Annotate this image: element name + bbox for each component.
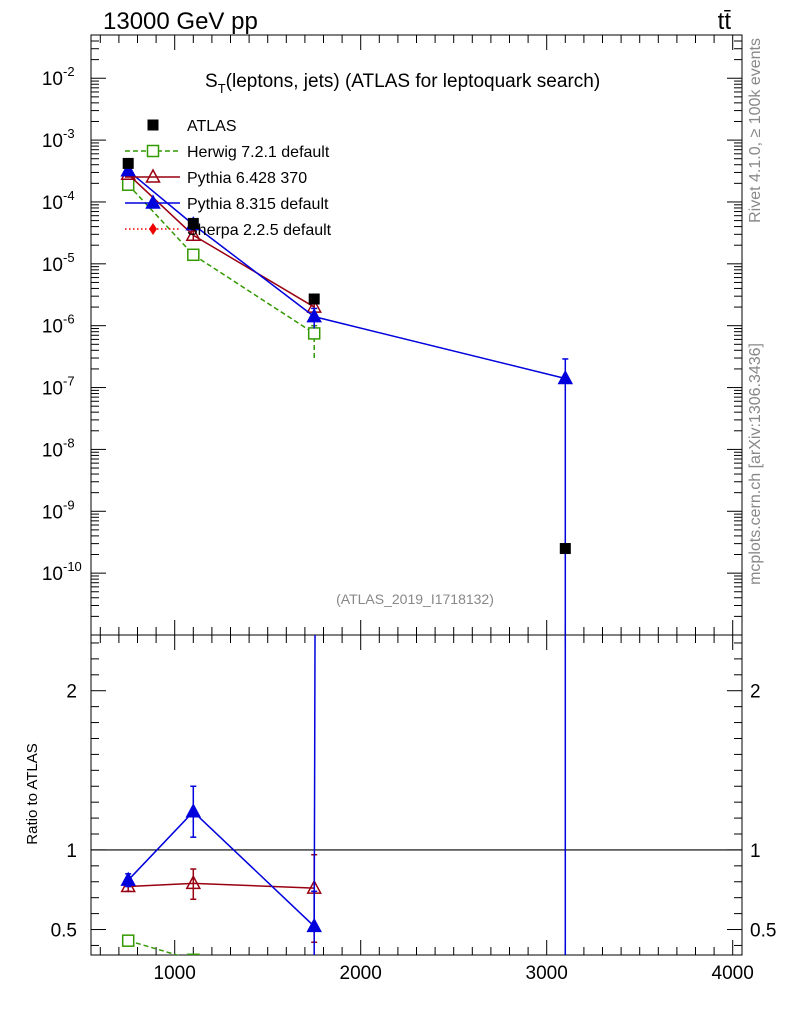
data-point-herwig <box>187 248 200 262</box>
main-y-tick-label: 10 <box>42 193 63 214</box>
ratio-line-pythia8 <box>127 635 316 929</box>
series-line-pythia8 <box>127 170 566 380</box>
analysis-watermark: (ATLAS_2019_I1718132) <box>336 591 494 607</box>
legend-item-herwig: Herwig 7.2.1 default <box>125 144 330 161</box>
rivet-version-label: Rivet 4.1.0, ≥ 100k events <box>747 38 764 223</box>
main-y-tick-label: 10 <box>42 317 63 338</box>
legend-item-sherpa: Sherpa 2.2.5 default <box>125 222 332 239</box>
ratio-point-pythia6 <box>185 874 202 890</box>
legend-label: Herwig 7.2.1 default <box>187 144 330 161</box>
ratio-point-pythia8 <box>306 917 322 933</box>
ratio-point-pythia8 <box>120 871 136 886</box>
ratio-y-tick-label-left: 2 <box>66 682 77 703</box>
ratio-data-layer <box>91 635 742 955</box>
data-point-herwig <box>307 327 321 340</box>
main-x-ticks <box>99 35 734 635</box>
data-point-atlas <box>122 157 134 169</box>
legend-label: ATLAS <box>187 118 237 135</box>
ratio-y-axis-label: Ratio to ATLAS <box>24 743 41 844</box>
data-point-herwig <box>121 178 135 191</box>
main-y-tick-exponent: -8 <box>63 435 75 450</box>
main-y-tick-exponent: -5 <box>63 250 75 265</box>
main-y-tick-label: 10 <box>42 502 63 523</box>
ratio-y-tick-label-right: 0.5 <box>750 921 776 942</box>
legend: ATLAS Herwig 7.2.1 default Pythia 6.428 37… <box>125 118 332 239</box>
plot-title-subscript: T <box>218 81 226 96</box>
ratio-series-herwig <box>121 934 200 955</box>
data-point-pythia8 <box>306 308 322 323</box>
legend-marker <box>146 144 160 158</box>
ratio-panel: 1000 2000 3000 4000 0.5 0.5 1 1 2 2 Ratio to ATLA… <box>24 634 776 984</box>
ratio-x-tick-label: 1000 <box>154 963 196 984</box>
legend-marker <box>147 119 159 131</box>
header-energy-label: 13000 GeV pp <box>103 8 258 35</box>
ratio-line-pythia6 <box>128 882 315 889</box>
series-atlas <box>122 157 571 555</box>
main-panel: 10-210-310-410-510-610-710-810-910-10 ST… <box>42 34 743 636</box>
ratio-y-tick-label-left: 1 <box>66 841 77 862</box>
ratio-y-tick-label-right: 1 <box>750 841 761 862</box>
ratio-y-tick-label-left: 0.5 <box>51 921 77 942</box>
ratio-frame <box>90 634 743 956</box>
main-y-tick-label: 10 <box>42 69 63 90</box>
mcplots-label: mcplots.cern.ch [arXiv:1306.3436] <box>747 343 764 585</box>
main-y-tick-label: 10 <box>42 255 63 276</box>
main-y-tick-exponent: -6 <box>63 312 75 327</box>
data-point-pythia8 <box>557 369 574 385</box>
data-point-atlas <box>187 217 199 229</box>
main-y-tick-label: 10 <box>42 379 63 400</box>
legend-label: Sherpa 2.2.5 default <box>187 222 332 239</box>
main-data-layer <box>120 157 574 635</box>
main-y-tick-exponent: -4 <box>63 188 75 203</box>
legend-item-pythia8: Pythia 8.315 default <box>125 194 329 213</box>
main-y-tick-exponent: -3 <box>63 126 75 141</box>
ratio-point-herwig <box>187 953 200 955</box>
data-point-pythia8 <box>120 162 136 177</box>
legend-marker <box>145 194 161 209</box>
plot-title: ST(leptons, jets) (ATLAS for leptoquark … <box>205 71 600 96</box>
legend-label: Pythia 6.428 370 <box>187 170 307 187</box>
main-y-tick-label: 10 <box>42 440 63 461</box>
ratio-point-pythia8 <box>185 803 202 818</box>
legend-marker <box>149 223 157 235</box>
main-y-tick-exponent: -9 <box>63 497 75 512</box>
ratio-x-tick-label: 2000 <box>340 963 382 984</box>
ratio-x-tick-label: 4000 <box>712 963 754 984</box>
legend-item-pythia6: Pythia 6.428 370 <box>125 168 307 187</box>
data-point-pythia6 <box>185 226 202 241</box>
main-y-ticks: 10-210-310-410-510-610-710-810-910-10 <box>42 34 742 636</box>
legend-label: Pythia 8.315 default <box>187 196 329 213</box>
ratio-series-pythia8 <box>120 635 567 955</box>
legend-item-atlas: ATLAS <box>147 118 237 135</box>
ratio-point-herwig <box>121 934 135 947</box>
data-point-atlas <box>559 543 571 555</box>
header-process-label: tt̄ <box>718 8 732 35</box>
main-y-tick-exponent: -7 <box>63 374 75 389</box>
main-y-tick-label: 10 <box>42 131 63 152</box>
main-y-tick-exponent: -10 <box>63 559 82 574</box>
plot-title-rest: (leptons, jets) (ATLAS for leptoquark se… <box>226 71 601 92</box>
legend-marker <box>145 168 161 183</box>
ratio-ticks: 1000 2000 3000 4000 0.5 0.5 1 1 2 2 <box>51 635 776 984</box>
ratio-line-herwig <box>127 939 180 955</box>
ratio-x-tick-label: 3000 <box>526 963 568 984</box>
main-y-tick-label: 10 <box>42 564 63 585</box>
data-point-atlas <box>308 293 320 305</box>
ratio-series-pythia6 <box>120 853 322 944</box>
main-y-tick-exponent: -2 <box>63 64 75 79</box>
series-pythia8 <box>120 162 574 635</box>
plot-title-main: S <box>205 71 218 92</box>
ratio-y-tick-label-right: 2 <box>750 682 761 703</box>
